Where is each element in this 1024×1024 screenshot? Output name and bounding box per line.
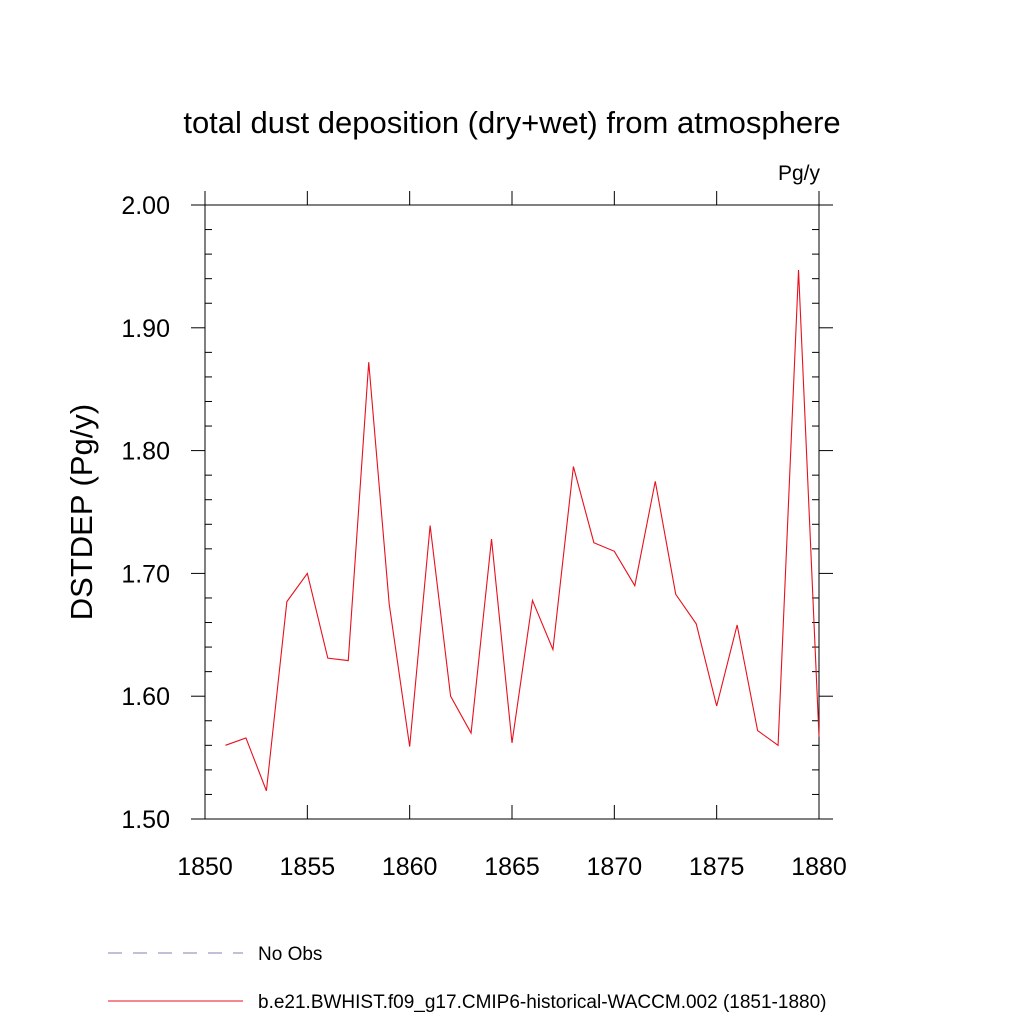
y-tick-label: 2.00: [121, 192, 170, 220]
series-line-1: [225, 270, 820, 791]
y-tick-label: 1.90: [121, 315, 170, 343]
y-tick-label: 1.80: [121, 438, 170, 466]
legend-label-model-run: b.e21.BWHIST.f09_g17.CMIP6-historical-WA…: [258, 992, 826, 1013]
x-tick-label: 1850: [177, 853, 233, 881]
series-lines: [225, 270, 820, 791]
y-tick-label: 1.60: [121, 683, 170, 711]
y-axis-label: DSTDEP (Pg/y): [64, 404, 99, 620]
y-tick-labels: 1.50 1.60 1.70 1.80 1.90 2.00: [121, 192, 170, 834]
legend-label-no-obs: No Obs: [258, 944, 322, 965]
x-tick-label: 1880: [791, 853, 847, 881]
x-tick-label: 1855: [280, 853, 336, 881]
x-tick-label: 1865: [484, 853, 540, 881]
x-tick-label: 1860: [382, 853, 438, 881]
units-label: Pg/y: [778, 162, 821, 185]
legend: No Obs b.e21.BWHIST.f09_g17.CMIP6-histor…: [108, 944, 826, 1013]
plot-frame: [204, 204, 820, 820]
axis-ticks: [191, 191, 833, 820]
x-tick-label: 1875: [689, 853, 745, 881]
y-tick-label: 1.70: [121, 560, 170, 588]
chart-title: total dust deposition (dry+wet) from atm…: [183, 105, 840, 140]
x-tick-label: 1870: [587, 853, 643, 881]
y-tick-label: 1.50: [121, 806, 170, 834]
x-tick-labels: 1850 1855 1860 1865 1870 1875 1880: [177, 853, 847, 881]
